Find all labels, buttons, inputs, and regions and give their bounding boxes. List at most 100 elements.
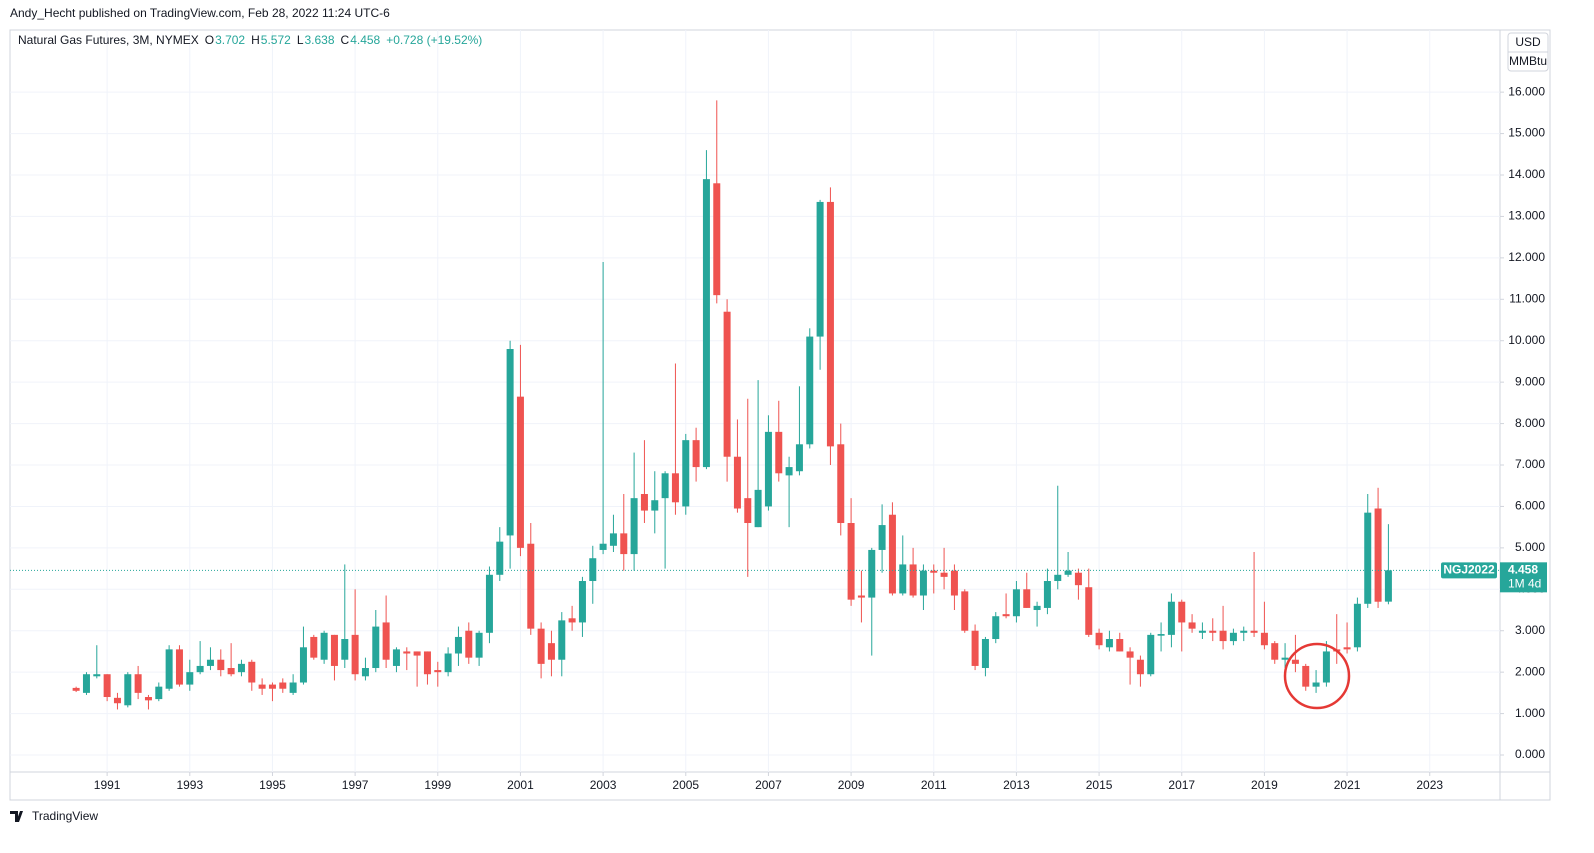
candle-body	[847, 523, 855, 600]
y-tick-label: 11.000	[1509, 291, 1545, 305]
candle-body	[227, 668, 235, 675]
candle-body	[723, 311, 731, 457]
candle-body	[661, 473, 669, 499]
legend-value: 3.702	[215, 33, 245, 47]
grid	[10, 30, 1500, 772]
candle-body	[671, 473, 679, 503]
candle-body	[754, 489, 762, 528]
candle-body	[465, 630, 473, 658]
candle-body	[1312, 682, 1320, 687]
x-tick-label: 2005	[672, 778, 699, 792]
y-tick-label: 0.000	[1515, 747, 1545, 761]
candle-body	[1353, 603, 1361, 648]
candle-body	[1157, 634, 1165, 636]
y-tick-label: 13.000	[1508, 209, 1545, 223]
candle-body	[764, 431, 772, 507]
candle-body	[857, 595, 865, 598]
candle-body	[785, 467, 793, 476]
candle-body	[537, 628, 545, 664]
candle-body	[775, 431, 783, 474]
legend-value: 5.572	[261, 33, 291, 47]
candle-body	[434, 670, 442, 673]
candle-body	[1043, 581, 1051, 608]
candle-body	[475, 632, 483, 658]
legend-key: O	[205, 33, 214, 47]
candle-body	[1271, 643, 1279, 660]
x-tick-label: 2009	[838, 778, 865, 792]
candle-body	[1198, 630, 1206, 633]
candle-body	[103, 674, 111, 698]
y-tick-label: 1.000	[1515, 706, 1545, 720]
candle-body	[268, 684, 276, 689]
candle-body	[733, 456, 741, 509]
candle-body	[289, 682, 297, 693]
candle-body	[1291, 659, 1299, 664]
candles	[72, 100, 1392, 710]
legend-value: 3.638	[305, 33, 335, 47]
highlight-circle	[1283, 642, 1351, 710]
x-tick-label: 2013	[1003, 778, 1030, 792]
candle-body	[1085, 587, 1093, 635]
candle-body	[1002, 614, 1010, 617]
candle-body	[713, 183, 721, 296]
candle-body	[640, 494, 648, 511]
candle-body	[413, 651, 421, 656]
candle-body	[196, 665, 204, 673]
candle-body	[1281, 657, 1289, 660]
candle-body	[320, 632, 328, 660]
candle-body	[506, 349, 514, 536]
candle-body	[826, 201, 834, 447]
candle-body	[558, 620, 566, 660]
candle-body	[1260, 632, 1268, 646]
frame	[9, 29, 1551, 801]
candle-body	[82, 674, 90, 693]
candle-body	[795, 444, 803, 472]
candle-body	[382, 622, 390, 660]
price-tag-label: 4.458	[1508, 562, 1538, 576]
candle-body	[940, 572, 948, 577]
candle-body	[1322, 651, 1330, 683]
currency: USD	[1515, 35, 1541, 49]
candle-body	[496, 541, 504, 575]
x-tick-label: 1993	[176, 778, 203, 792]
candle-body	[124, 674, 132, 706]
candle-body	[454, 636, 462, 654]
candle-body	[1167, 601, 1175, 635]
candle-body	[93, 674, 101, 677]
candle-body	[568, 618, 576, 623]
candle-body	[1105, 639, 1113, 648]
legend-title: Natural Gas Futures, 3M, NYMEX	[18, 33, 199, 47]
candle-body	[1302, 665, 1310, 687]
unit: MMBtu	[1509, 54, 1547, 68]
y-tick-label: 9.000	[1515, 374, 1545, 388]
candle-body	[144, 697, 152, 701]
candle-body	[165, 649, 173, 689]
candle-body	[330, 634, 338, 666]
candle-body	[981, 639, 989, 669]
candle-body	[1343, 647, 1351, 650]
candle-body	[599, 543, 607, 550]
brand-logo	[10, 811, 23, 822]
brand: TradingView	[32, 809, 98, 823]
candle-body	[1147, 634, 1155, 675]
y-tick-label: 8.000	[1515, 416, 1545, 430]
y-tick-label: 6.000	[1515, 499, 1545, 513]
candle-body	[1033, 605, 1041, 611]
candle-body	[950, 570, 958, 596]
candle-body	[1364, 512, 1372, 604]
candle-body	[971, 630, 979, 666]
candle-body	[175, 649, 183, 685]
candle-body	[423, 651, 431, 675]
x-tick-label: 2001	[507, 778, 534, 792]
candle-body	[299, 647, 307, 683]
candle-body	[1054, 574, 1062, 582]
x-tick-label: 2007	[755, 778, 782, 792]
candle-body	[310, 636, 318, 658]
x-tick-label: 1997	[342, 778, 369, 792]
x-tick-label: 2011	[921, 778, 947, 792]
y-tick-label: 3.000	[1515, 623, 1545, 637]
candle-body	[341, 639, 349, 660]
candle-body	[392, 649, 400, 666]
candle-body	[1384, 570, 1392, 602]
